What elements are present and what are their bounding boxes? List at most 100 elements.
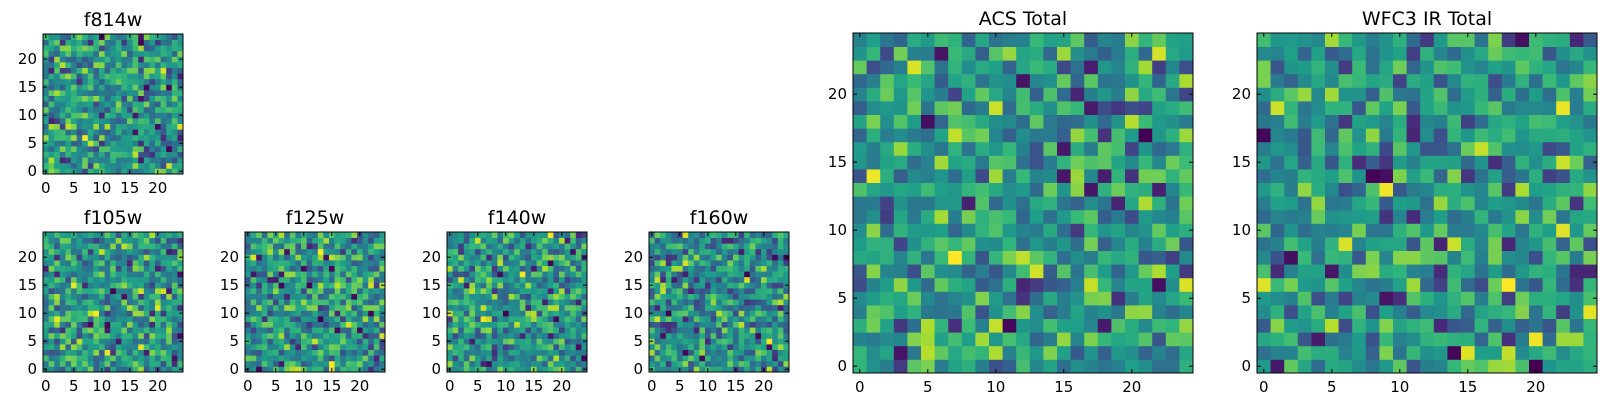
heatmap-cell	[312, 254, 319, 261]
heatmap-cell	[323, 332, 330, 339]
heatmap-cell	[1152, 291, 1167, 306]
heatmap-cell	[261, 248, 268, 255]
heatmap-cell	[469, 282, 476, 289]
heatmap-cell	[171, 34, 178, 40]
heatmap-cell	[48, 288, 55, 294]
heatmap-cell	[570, 260, 577, 266]
heatmap-cell	[1257, 182, 1271, 197]
heatmap-cell	[514, 288, 521, 294]
heatmap-cell	[82, 34, 89, 40]
heatmap-cell	[99, 90, 105, 96]
heatmap-cell	[379, 232, 386, 238]
heatmap-cell	[688, 355, 695, 362]
heatmap-cell	[660, 243, 667, 250]
heatmap-cell	[452, 276, 459, 283]
heatmap-cell	[1002, 155, 1017, 170]
heatmap-cell	[54, 282, 61, 289]
heatmap-cell	[59, 338, 66, 345]
heatmap-cell	[379, 237, 386, 244]
heatmap-cell	[1447, 182, 1462, 197]
heatmap-cell	[721, 332, 728, 339]
heatmap-cell	[727, 299, 734, 306]
heatmap-cell	[132, 243, 139, 250]
heatmap-cell	[93, 243, 100, 250]
heatmap-cell	[536, 299, 543, 306]
heatmap-cell	[559, 355, 565, 362]
heatmap-cell	[783, 304, 790, 311]
heatmap-cell	[514, 360, 521, 367]
heatmap-cell	[256, 248, 263, 255]
heatmap-cell	[104, 106, 111, 113]
heatmap-cell	[649, 321, 655, 328]
heatmap-cell	[132, 56, 139, 63]
heatmap-cell	[138, 90, 145, 96]
heatmap-cell	[893, 46, 908, 61]
heatmap-cell	[127, 157, 133, 164]
heatmap-cell	[323, 304, 330, 311]
heatmap-cell	[295, 344, 302, 350]
heatmap-cell	[682, 338, 689, 345]
heatmap-cell	[59, 344, 66, 350]
heatmap-cell	[48, 34, 55, 40]
heatmap-cell	[1029, 60, 1044, 75]
heatmap-cell	[907, 277, 922, 292]
heatmap-cell	[559, 260, 565, 266]
heatmap-cell	[143, 349, 150, 356]
heatmap-cell	[1138, 318, 1153, 333]
heatmap-cell	[87, 243, 94, 250]
heatmap-cell	[171, 45, 178, 52]
heatmap-cell	[486, 260, 493, 266]
heatmap-cell	[357, 321, 363, 328]
heatmap-cell	[866, 114, 881, 129]
heatmap-cell	[368, 355, 375, 362]
heatmap-cell	[110, 101, 117, 108]
heatmap-cell	[1179, 305, 1194, 319]
heatmap-cell	[1406, 305, 1421, 319]
heatmap-cells	[1257, 33, 1598, 374]
heatmap-cell	[278, 366, 285, 373]
heatmap-cell	[54, 162, 61, 169]
heatmap-cell	[273, 327, 279, 334]
heatmap-cell	[1583, 318, 1598, 333]
heatmap-cell	[727, 304, 734, 311]
heatmap-cell	[1583, 196, 1598, 211]
heatmap-cell	[87, 265, 94, 272]
heatmap-cell	[699, 237, 706, 244]
heatmap-cell	[104, 56, 111, 63]
heatmap-cell	[289, 293, 296, 300]
heatmap-cell	[1097, 196, 1112, 211]
heatmap-cell	[1097, 46, 1112, 61]
heatmap-cell	[1297, 101, 1312, 115]
heatmap-cell	[772, 366, 779, 373]
heatmap-cell	[1179, 237, 1194, 251]
heatmap-cell	[716, 304, 723, 311]
heatmap-cell	[508, 304, 515, 311]
heatmap-cell	[54, 344, 61, 350]
heatmap-cell	[564, 366, 571, 373]
heatmap-cell	[1488, 196, 1503, 211]
heatmap-cell	[727, 349, 734, 356]
heatmap-cell	[536, 282, 543, 289]
heatmap-cell	[1325, 223, 1339, 238]
heatmap-cell	[284, 338, 291, 345]
heatmap-cell	[463, 327, 470, 334]
heatmap-cell	[93, 265, 100, 272]
heatmap-cell	[110, 344, 117, 350]
heatmap-cell	[245, 360, 251, 367]
heatmap-cell	[379, 276, 386, 283]
heatmap-cell	[132, 271, 139, 278]
heatmap-cell	[761, 237, 767, 244]
heatmap-cell	[1016, 305, 1031, 319]
x-tick-label: 0	[445, 377, 455, 395]
heatmap-cell	[570, 276, 577, 283]
heatmap-cell	[334, 304, 341, 311]
heatmap-cell	[256, 299, 263, 306]
heatmap-cell	[1097, 305, 1112, 319]
heatmap-cell	[71, 95, 77, 102]
heatmap-cell	[54, 101, 61, 108]
x-tick-label: 10	[92, 179, 111, 197]
heatmap-cell	[76, 349, 83, 356]
heatmap-cell	[547, 232, 554, 238]
heatmap-cell	[284, 293, 291, 300]
